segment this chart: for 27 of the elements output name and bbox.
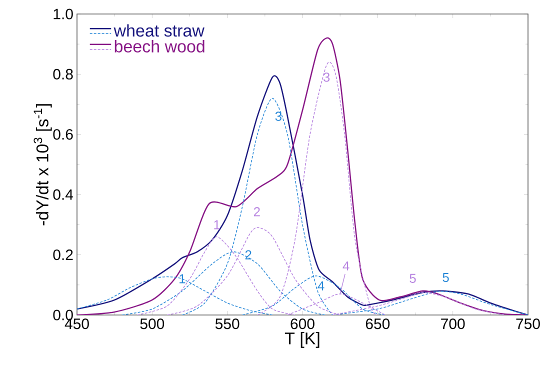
annotation: 4 <box>318 281 324 290</box>
annotation: 2 <box>245 250 252 260</box>
x-tick-label: 600 <box>290 318 314 330</box>
y-tick-label: 0.4 <box>53 189 74 200</box>
annotation: 5 <box>442 272 449 282</box>
annotation: 2 <box>254 207 260 216</box>
y-tick-label: 1.0 <box>54 8 73 20</box>
x-axis-title: T [K] <box>284 332 320 348</box>
x-tick-label: 650 <box>366 318 390 330</box>
annotation: 3 <box>323 72 330 82</box>
x-tick-label: 500 <box>140 318 164 330</box>
annotation: 4 <box>342 261 350 270</box>
annotation: 5 <box>410 274 416 283</box>
annotation: 1 <box>180 274 186 284</box>
legend-label: beech wood <box>114 40 204 52</box>
x-tick-label: 550 <box>215 318 240 330</box>
y-tick-label: 0.8 <box>53 68 73 80</box>
x-tick-label: 450 <box>64 318 89 330</box>
x-tick-label: 750 <box>516 318 540 330</box>
legend-label: wheat straw <box>114 24 204 37</box>
y-tick-label: 0.2 <box>53 249 73 260</box>
y-tick-label: 0.0 <box>53 310 73 320</box>
y-tick-label: 0.6 <box>53 129 73 140</box>
annotation: 3 <box>275 112 282 121</box>
annotation: 1 <box>214 220 220 230</box>
y-axis-title: -dY/dt x 10$^{3}$ [s$^{-1}$] <box>34 104 52 226</box>
x-tick-label: 700 <box>441 318 465 330</box>
